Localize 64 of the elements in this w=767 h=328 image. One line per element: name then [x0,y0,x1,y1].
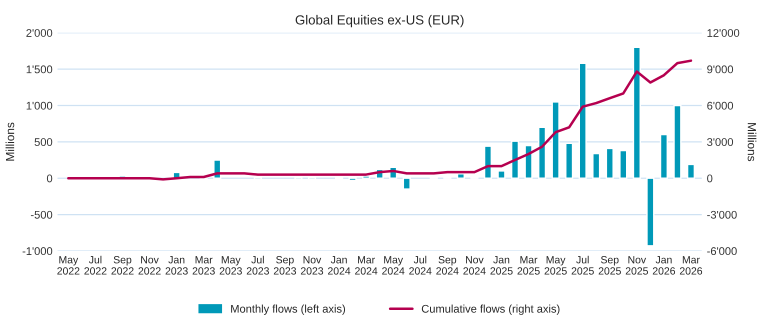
y-tick-label: 0 [46,174,52,182]
x-tick-label: Mar 2026 [680,256,702,275]
x-tick-label: Jul 2025 [572,256,594,275]
bar [646,178,654,247]
bar [402,178,411,190]
y-tick-label: 500 [34,138,52,146]
x-tick-label: Mar 2025 [517,256,540,275]
y-tick-label: 2'000 [26,29,52,37]
bar [510,140,520,179]
x-tick-label: Sep 2022 [111,256,134,275]
x-tick-label: Jul 2023 [246,256,269,275]
y2-tick-label: 3'000 [707,138,734,146]
x-tick-label: Sep 2023 [274,256,296,275]
bar [565,142,574,179]
bar [456,173,465,179]
y-tick-label: 1'000 [26,102,52,110]
x-tick-label: Jul 2022 [84,256,106,275]
x-tick-label: Jul 2024 [409,256,432,275]
x-tick-label: Mar 2023 [192,256,215,275]
x-tick-label: Jan 2023 [166,256,188,275]
y2-tick-label: 0 [707,174,712,182]
bar [606,148,614,179]
x-tick-label: Nov 2022 [138,256,161,275]
x-tick-label: Nov 2024 [463,256,486,275]
bar [497,170,506,179]
bar [619,150,628,179]
x-tick-label: Nov 2023 [300,256,324,275]
y2-axis-title: Millions [748,123,756,162]
chart-title: Global Equities ex-US (EUR) [296,14,464,28]
bar [484,146,492,179]
y-tick-label: -1'000 [22,247,52,256]
line-series [67,59,692,181]
bar [660,134,668,179]
x-tick-label: Jan 2026 [652,256,676,275]
bar [552,101,560,179]
y-axis-title: Millions [6,122,14,161]
y2-tick-label: -6'000 [707,247,737,256]
legend-label: Monthly flows (left axis) [231,304,346,315]
y2-tick-label: 9'000 [707,65,734,74]
x-tick-label: May 2022 [57,256,80,275]
x-tick-label: Jan 2025 [490,256,513,275]
y2-tick-label: -3'000 [707,210,737,219]
bar [578,62,587,179]
bar [348,178,357,182]
x-tick-label: Jan 2024 [328,256,350,275]
bar [592,152,600,179]
x-tick-label: May 2025 [544,256,567,275]
legend-label: Cumulative flows (right axis) [422,304,560,315]
y2-tick-label: 6'000 [707,102,734,110]
x-tick-label: Sep 2025 [598,256,621,275]
bar [686,164,696,179]
y-tick-label: -500 [30,210,52,219]
bar [524,144,533,179]
bar [673,104,682,179]
y2-tick-label: 12'000 [708,29,740,37]
x-tick-label: May 2023 [220,256,242,275]
bar [632,46,641,179]
y-tick-label: 1'500 [26,65,52,74]
x-tick-label: Mar 2024 [355,256,378,275]
x-tick-label: May 2024 [382,256,404,275]
x-tick-label: Sep 2024 [436,256,459,275]
bar [362,175,370,179]
bar [538,126,546,179]
x-tick-label: Nov 2025 [626,256,648,275]
